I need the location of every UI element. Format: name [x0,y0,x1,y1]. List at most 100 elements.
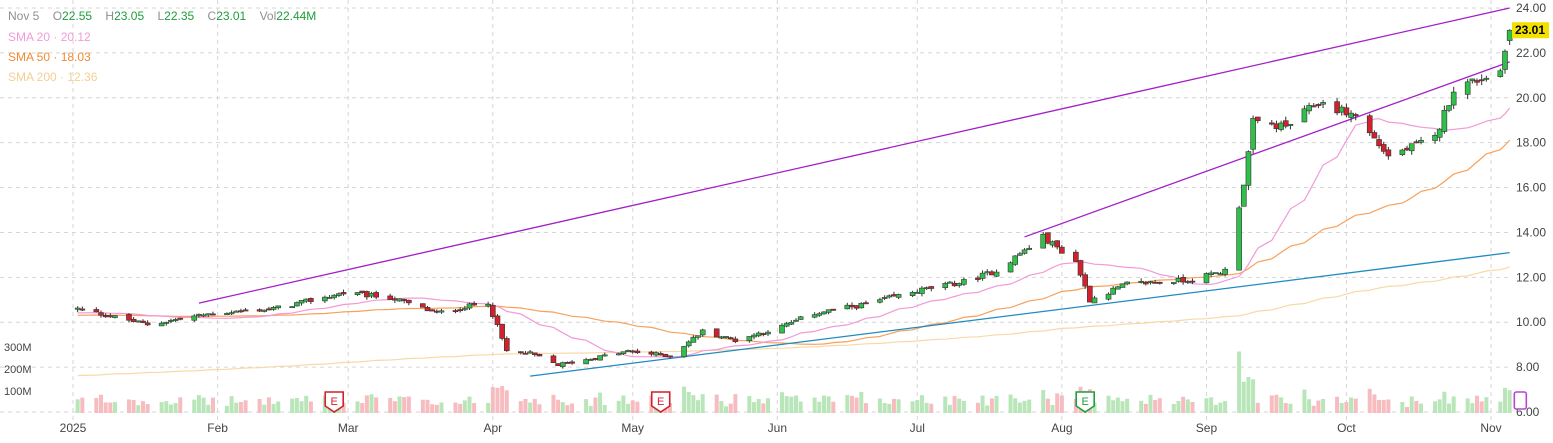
volume-bar [276,401,281,413]
legend-open: 22.55 [62,9,93,23]
volume-bar [266,397,271,413]
volume-bar [406,396,411,413]
candle-body [210,313,216,316]
volume-bar [896,399,901,413]
candle-body [140,320,146,323]
candle-body [1091,297,1098,304]
volume-bar [164,401,169,413]
volume-bar [1111,400,1116,413]
candle-body [177,317,184,320]
candle-body [629,350,636,353]
volume-bar [136,405,141,413]
volume-bar [961,400,966,413]
candle-body [228,312,235,315]
candle-body [1208,272,1214,275]
volume-bar [761,403,766,413]
earnings-marker[interactable]: E [324,391,345,413]
sma50-legend[interactable]: SMA 50 · 18.03 [8,50,91,64]
candle-body [289,306,296,309]
sma20-legend[interactable]: SMA 20 · 20.12 [8,30,91,44]
volume-bar [420,399,425,413]
volume-bar [943,396,948,413]
candle-body [601,354,608,357]
sma50-value: 18.03 [60,50,91,64]
earnings-marker[interactable]: E [1075,391,1095,413]
candle-body [256,309,263,312]
volume-tick-label: 100M [4,386,32,398]
volume-bar [1367,388,1372,413]
volume-tick-label: 200M [4,364,32,376]
candle-body [434,310,440,313]
candle-body [993,271,1000,277]
volume-bar [919,395,924,413]
earnings-marker[interactable]: E [650,391,671,413]
candle-body [359,290,365,293]
volume-bar [1269,395,1274,413]
volume-bar [1502,387,1507,413]
sma200-legend[interactable]: SMA 200 · 12.36 [8,70,98,84]
candle-body [1171,282,1177,284]
candle-body [732,338,739,342]
candle-body [1478,79,1485,82]
candle-body [1352,114,1359,117]
price-tick-label: 22.00 [1516,46,1546,60]
volume-bar [859,391,864,413]
candle-body [765,331,771,335]
volume-bar [1484,397,1489,413]
volume-bar [1055,393,1060,413]
candle-body [825,309,832,313]
candle-body [1413,141,1420,144]
candle-body [615,353,622,356]
volume-bar [593,397,598,413]
volume-bar [887,403,892,413]
candle-body [102,315,109,318]
candle-body [634,350,641,354]
volume-bar [1479,401,1484,413]
volume-bar [1143,403,1148,413]
candle-body [1399,149,1406,155]
candle-body [517,351,524,354]
volume-bar [196,395,201,413]
candle-body [797,316,804,320]
candle-body [667,355,673,358]
volume-bar [140,401,145,413]
volume-bar [598,392,603,413]
candle-body [625,350,631,352]
candle-body [685,341,692,347]
legend-close: 23.01 [216,9,247,23]
volume-bar [929,403,934,413]
volume-bar [817,401,822,413]
candle-body [266,308,272,311]
volume-bar [402,397,407,413]
volume-bar [1209,397,1214,413]
candle-body [1203,273,1210,284]
volume-bar [793,395,798,413]
volume-bar [994,395,999,413]
price-tick-label: 24.00 [1516,1,1546,15]
volume-bar [728,403,733,413]
volume-bar [1045,398,1050,413]
candle-body [923,287,930,290]
candle-body [326,297,333,299]
candle-body [653,352,659,356]
volume-bar [724,406,729,413]
volume-bar [257,398,262,413]
candle-body [961,279,967,285]
volume-bar [1204,398,1209,413]
volume-bar [1213,404,1218,413]
volume-bar [798,401,803,413]
candle-body [559,362,566,367]
volume-bar [453,402,458,413]
x-tick-label: Sep [1196,421,1218,435]
volume-bar [504,390,509,413]
volume-bar [308,401,313,413]
volume-bar [1283,403,1288,413]
candle-body [238,310,244,313]
volume-bar [238,402,243,413]
volume-bar [1409,396,1414,413]
ohlc-legend: Nov 5 O22.55 H23.05 L22.35 C23.01 Vol22.… [8,9,317,23]
candle-body [1124,281,1130,285]
volume-bar [616,400,621,413]
volume-bar [1353,398,1358,413]
